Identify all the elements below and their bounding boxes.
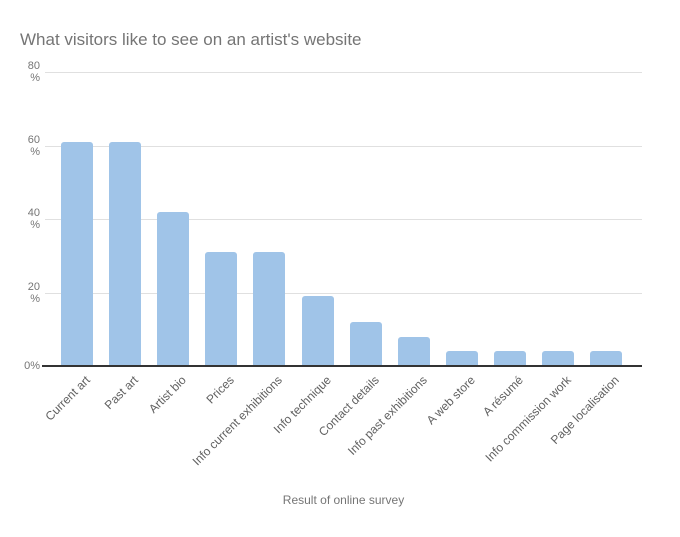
y-tick-label-0: 0% bbox=[24, 360, 40, 372]
bar-info-commission-work bbox=[542, 351, 574, 366]
bar-a-web-store bbox=[445, 351, 478, 366]
x-axis-line bbox=[42, 365, 642, 367]
bar-a-r-sum bbox=[493, 351, 526, 366]
chart-title: What visitors like to see on an artist's… bbox=[20, 30, 362, 49]
bars-layer bbox=[45, 72, 642, 366]
bar-info-past-exhibitions bbox=[397, 336, 430, 366]
bar-artist-bio bbox=[157, 211, 190, 366]
plot-area bbox=[42, 72, 642, 367]
gridline-40 bbox=[45, 219, 642, 220]
bar-current-art bbox=[61, 141, 93, 366]
gridline-60 bbox=[45, 145, 642, 147]
bar-info-current-exhibitions bbox=[253, 252, 286, 366]
y-tick-label-80: 80% bbox=[27, 60, 40, 84]
gridline-20 bbox=[45, 292, 642, 294]
bar-contact-details bbox=[349, 321, 382, 366]
y-tick-label-20: 20% bbox=[27, 280, 40, 305]
bar-info-technique bbox=[301, 296, 334, 366]
x-axis-title: Result of online survey bbox=[282, 493, 405, 507]
bar-prices bbox=[205, 252, 238, 366]
gridline-80 bbox=[45, 72, 642, 73]
y-tick-label-60: 60% bbox=[27, 133, 40, 158]
y-tick-label-40: 40% bbox=[27, 207, 40, 231]
bar-past-art bbox=[109, 141, 142, 366]
bar-page-localisation bbox=[590, 351, 623, 366]
